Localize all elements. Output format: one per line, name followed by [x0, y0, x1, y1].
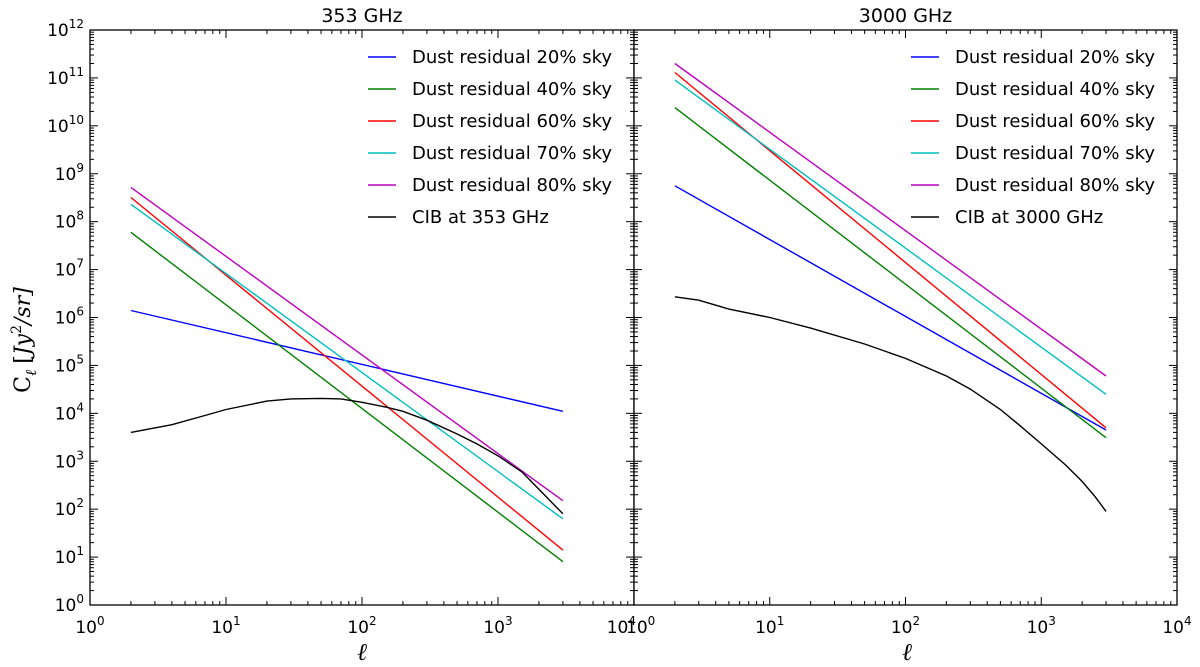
legend-entry: CIB at 3000 GHz [955, 207, 1103, 228]
series-line-dust-residual-40-sky [130, 231, 564, 563]
x-tick-label: 102 [891, 614, 920, 638]
y-tick-label: 1011 [47, 65, 84, 89]
y-tick-label: 1010 [47, 113, 84, 137]
chart-title: 3000 GHz [859, 5, 952, 27]
series-line-dust-residual-20-sky [674, 185, 1107, 431]
y-tick-label: 108 [55, 209, 84, 233]
panel-3000ghz: 3000 GHz 100 101 102 103 104 Dust residual 20%… [626, 5, 1192, 638]
legend-entry: Dust residual 70% sky [955, 143, 1155, 164]
y-axis-label: Cℓ[Jy2/sr] [9, 287, 40, 393]
y-tick-label: 100 [55, 592, 84, 616]
legend-entry: Dust residual 80% sky [955, 175, 1155, 196]
legend-entry: Dust residual 20% sky [955, 47, 1155, 68]
series-line-dust-residual-40-sky [674, 107, 1107, 439]
x-tick-label: 104 [1162, 614, 1191, 638]
y-tick-label: 107 [55, 257, 84, 281]
y-tick-label: 106 [55, 305, 84, 329]
series-line-dust-residual-70-sky [674, 79, 1107, 395]
plot-frame [633, 29, 1178, 606]
x-tick-label: 103 [1027, 614, 1056, 638]
y-tick-label: 1012 [47, 17, 84, 41]
x-tick-label: 102 [347, 614, 376, 638]
plot-frame [89, 29, 635, 606]
x-axis-label-left: ℓ [357, 638, 367, 666]
series-line-dust-residual-80-sky [130, 186, 564, 502]
chart-title: 353 GHz [321, 5, 402, 27]
x-tick-label: 101 [755, 614, 784, 638]
y-tick-label: 101 [55, 544, 84, 568]
series-line-cib-at-3000-ghz [674, 296, 1107, 512]
x-tick-label: 100 [626, 614, 655, 638]
x-tick-label: 103 [483, 614, 512, 638]
x-tick-label: 100 [75, 614, 104, 638]
legend-entry: Dust residual 80% sky [412, 175, 612, 196]
legend-entry: Dust residual 20% sky [412, 47, 612, 68]
series-line-dust-residual-70-sky [130, 203, 564, 520]
y-tick-label: 103 [55, 448, 84, 472]
legend-entry: Dust residual 40% sky [955, 79, 1155, 100]
series-line-dust-residual-80-sky [674, 62, 1107, 377]
y-tick-label: 102 [55, 496, 84, 520]
legend-entry: CIB at 353 GHz [412, 207, 549, 228]
legend-entry: Dust residual 60% sky [955, 111, 1155, 132]
legend-entry: Dust residual 40% sky [412, 79, 612, 100]
series-line-cib-at-353-ghz [130, 397, 564, 515]
panel-353ghz: 353 GHz 100 101 102 103 104 100 101 102 103 104 105… [47, 5, 636, 638]
y-tick-label: 109 [55, 161, 84, 185]
x-tick-label: 101 [211, 614, 240, 638]
legend-entry: Dust residual 70% sky [412, 143, 612, 164]
x-axis-label-right: ℓ [902, 638, 912, 666]
x-tick-label: 104 [607, 614, 636, 638]
y-tick-label: 105 [55, 352, 84, 376]
y-tick-label: 104 [55, 400, 84, 424]
legend-entry: Dust residual 60% sky [412, 111, 612, 132]
